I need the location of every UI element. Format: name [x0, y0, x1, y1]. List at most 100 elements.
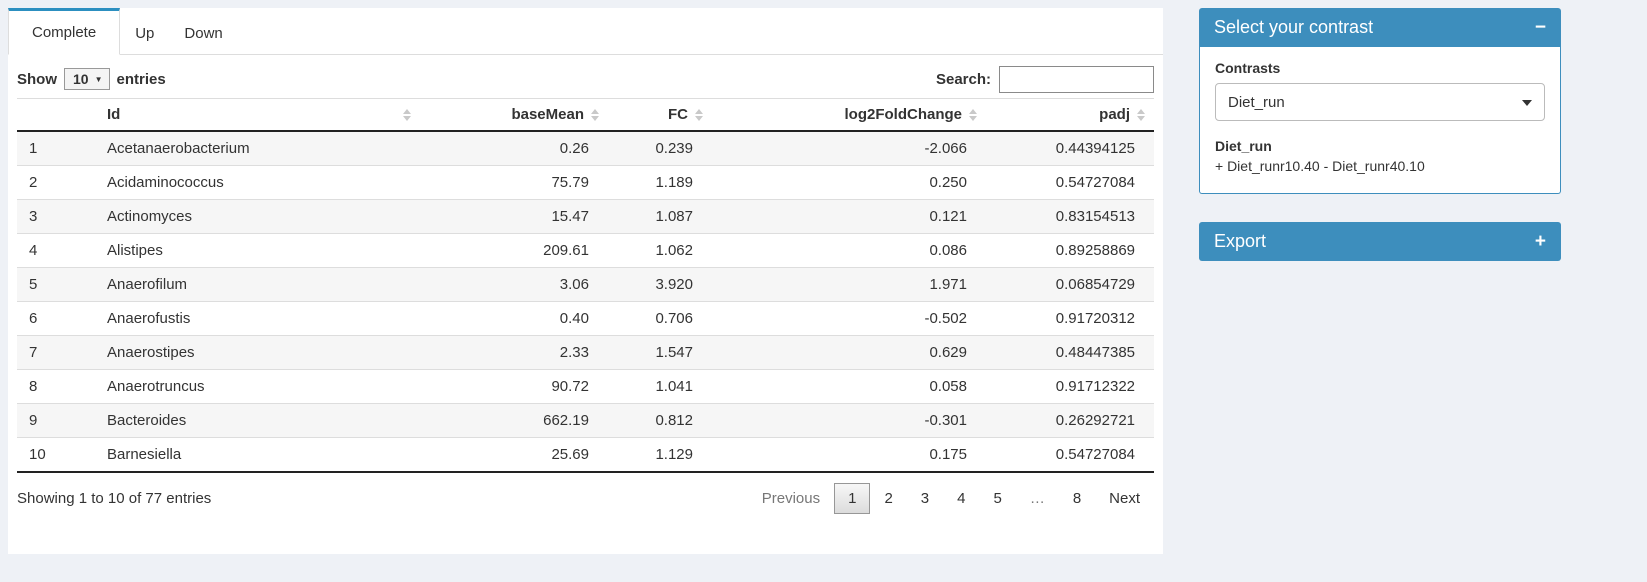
- table-row[interactable]: 6 Anaerofustis 0.40 0.706 -0.502 0.91720312: [17, 301, 1154, 335]
- search-control: Search:: [935, 65, 1154, 93]
- cell-fc: 0.706: [655, 310, 693, 327]
- column-label: FC: [668, 106, 688, 123]
- expand-plus-icon[interactable]: +: [1534, 230, 1546, 252]
- cell-padj: 0.48447385: [1055, 344, 1135, 361]
- collapse-minus-icon[interactable]: −: [1534, 17, 1546, 38]
- row-index: 2: [29, 174, 38, 191]
- row-index: 3: [29, 208, 38, 225]
- cell-fc: 1.041: [655, 378, 693, 395]
- show-label: Show: [17, 70, 57, 88]
- cell-basemean: 0.26: [559, 140, 589, 157]
- pagination: Previous 1 2 3 4 5 … 8 Next: [748, 483, 1154, 514]
- table-row[interactable]: 9 Bacteroides 662.19 0.812 -0.301 0.26292721: [17, 403, 1154, 437]
- search-label: Search:: [935, 70, 991, 88]
- contrast-select-value: Diet_run: [1228, 93, 1285, 111]
- row-index: 9: [29, 412, 38, 429]
- pagination-page-4[interactable]: 4: [957, 490, 966, 507]
- sort-icon: [1137, 108, 1145, 121]
- contrast-select[interactable]: Diet_run: [1215, 83, 1545, 121]
- cell-padj: 0.44394125: [1055, 140, 1135, 157]
- contrast-panel-title: Select your contrast: [1214, 17, 1374, 37]
- tab-up[interactable]: Up: [135, 24, 155, 42]
- entries-select[interactable]: 10 ▼: [64, 68, 110, 90]
- cell-fc: 0.239: [655, 140, 693, 157]
- entries-label: entries: [116, 70, 166, 88]
- cell-padj: 0.91712322: [1055, 378, 1135, 395]
- cell-log2foldchange: 0.175: [929, 446, 967, 463]
- cell-log2foldchange: 0.250: [929, 174, 967, 191]
- cell-log2foldchange: 0.058: [929, 378, 967, 395]
- pagination-page-5[interactable]: 5: [993, 490, 1002, 507]
- cell-fc: 3.920: [655, 276, 693, 293]
- cell-id: Anaerofustis: [107, 310, 191, 327]
- tab-down[interactable]: Down: [184, 24, 223, 42]
- contrast-detail-formula: + Diet_runr10.40 - Diet_runr40.10: [1215, 158, 1425, 175]
- table-row[interactable]: 2 Acidaminococcus 75.79 1.189 0.250 0.5472708…: [17, 165, 1154, 199]
- cell-id: Acetanaerobacterium: [107, 140, 250, 157]
- pagination-page-8[interactable]: 8: [1072, 490, 1082, 507]
- table-row[interactable]: 7 Anaerostipes 2.33 1.547 0.629 0.48447385: [17, 335, 1154, 369]
- caret-down-icon: ▼: [94, 74, 103, 84]
- column-header-padj[interactable]: padj: [979, 99, 1147, 130]
- pagination-page-2[interactable]: 2: [884, 490, 893, 507]
- table-row[interactable]: 8 Anaerotruncus 90.72 1.041 0.058 0.91712322: [17, 369, 1154, 403]
- cell-basemean: 90.72: [551, 378, 589, 395]
- cell-basemean: 2.33: [559, 344, 589, 361]
- cell-id: Anaerotruncus: [107, 378, 205, 395]
- cell-id: Barnesiella: [107, 446, 182, 463]
- tab-complete[interactable]: Complete: [8, 8, 121, 55]
- pagination-previous[interactable]: Previous: [761, 490, 821, 507]
- cell-log2foldchange: -2.066: [924, 140, 967, 157]
- cell-basemean: 25.69: [551, 446, 589, 463]
- column-label: Id: [107, 106, 121, 123]
- table-footer: Showing 1 to 10 of 77 entries Previous 1 2…: [17, 483, 1154, 514]
- column-label: padj: [1099, 106, 1130, 123]
- cell-padj: 0.54727084: [1055, 446, 1135, 463]
- table-row[interactable]: 1 Acetanaerobacterium 0.26 0.239 -2.066 0.443…: [17, 132, 1154, 165]
- cell-log2foldchange: 0.629: [929, 344, 967, 361]
- row-index: 1: [29, 140, 38, 157]
- caret-down-icon: [1522, 100, 1532, 106]
- table-info: Showing 1 to 10 of 77 entries: [17, 490, 212, 507]
- cell-fc: 1.062: [655, 242, 693, 259]
- cell-padj: 0.89258869: [1055, 242, 1135, 259]
- cell-basemean: 209.61: [543, 242, 589, 259]
- table-row[interactable]: 5 Anaerofilum 3.06 3.920 1.971 0.06854729: [17, 267, 1154, 301]
- row-index: 10: [29, 446, 46, 463]
- pagination-ellipsis: …: [1029, 490, 1045, 507]
- table-body: 1 Acetanaerobacterium 0.26 0.239 -2.066 0.443…: [17, 132, 1154, 471]
- table-row[interactable]: 3 Actinomyces 15.47 1.087 0.121 0.83154513: [17, 199, 1154, 233]
- cell-padj: 0.83154513: [1055, 208, 1135, 225]
- cell-id: Actinomyces: [107, 208, 193, 225]
- pagination-page-1[interactable]: 1: [834, 483, 871, 514]
- sort-icon: [403, 108, 411, 121]
- export-panel-header[interactable]: Export +: [1199, 221, 1561, 261]
- sort-icon: [695, 108, 703, 121]
- cell-id: Anaerofilum: [107, 276, 188, 293]
- table-controls: Show 10 ▼ entries Search:: [17, 64, 1154, 94]
- table-row[interactable]: 10 Barnesiella 25.69 1.129 0.175 0.54727084: [17, 437, 1154, 471]
- contrasts-label: Contrasts: [1215, 60, 1281, 76]
- search-input[interactable]: [999, 65, 1154, 93]
- table-header: Id baseMean FC log2FoldChange padj: [17, 98, 1154, 132]
- cell-id: Anaerostipes: [107, 344, 195, 361]
- cell-basemean: 3.06: [559, 276, 589, 293]
- cell-padj: 0.26292721: [1055, 412, 1135, 429]
- column-header-id[interactable]: Id: [95, 99, 417, 130]
- column-header-log2foldchange[interactable]: log2FoldChange: [705, 99, 979, 130]
- pagination-next[interactable]: Next: [1109, 490, 1140, 507]
- contrast-panel: Select your contrast − Contrasts Diet_ru…: [1199, 8, 1561, 194]
- cell-padj: 0.06854729: [1055, 276, 1135, 293]
- table-row[interactable]: 4 Alistipes 209.61 1.062 0.086 0.89258869: [17, 233, 1154, 267]
- cell-log2foldchange: -0.301: [924, 412, 967, 429]
- cell-id: Acidaminococcus: [107, 174, 224, 191]
- cell-fc: 1.547: [655, 344, 693, 361]
- cell-fc: 1.087: [655, 208, 693, 225]
- column-header-fc[interactable]: FC: [601, 99, 705, 130]
- cell-fc: 1.189: [655, 174, 693, 191]
- column-header-basemean[interactable]: baseMean: [417, 99, 601, 130]
- cell-fc: 1.129: [655, 446, 693, 463]
- pagination-page-3[interactable]: 3: [920, 490, 930, 507]
- contrast-panel-header[interactable]: Select your contrast −: [1199, 8, 1561, 47]
